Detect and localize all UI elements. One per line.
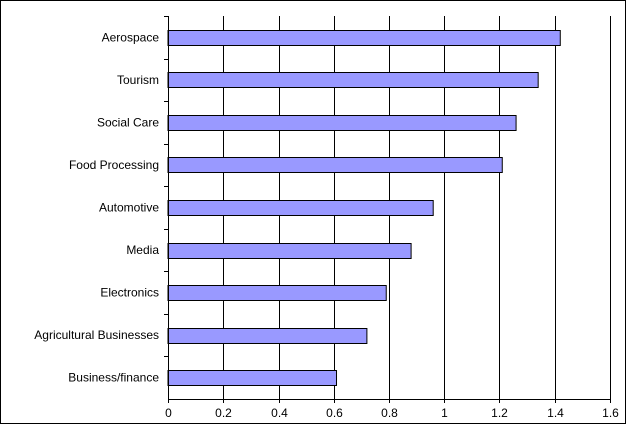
- x-tick-label: 1.6: [602, 406, 619, 420]
- category-label: Business/finance: [68, 371, 159, 385]
- bar-social-care: [167, 115, 517, 131]
- x-tick-label: 1.4: [547, 406, 564, 420]
- x-tick-label: 0: [165, 406, 172, 420]
- bar-business-finance: [167, 370, 338, 386]
- bar-automotive: [167, 200, 434, 216]
- category-label: Social Care: [97, 115, 159, 129]
- bar-agricultural-businesses: [167, 328, 368, 344]
- category-label: Aerospace: [102, 30, 160, 44]
- bar-tourism: [167, 72, 539, 88]
- x-tick-label: 0.4: [271, 406, 288, 420]
- category-label: Food Processing: [69, 158, 159, 172]
- tick-labels: 0 0.2 0.4 0.6 0.8 1 1.2 1.4 1.6: [165, 406, 619, 420]
- category-label: Automotive: [99, 201, 159, 215]
- x-tick-label: 1.2: [491, 406, 508, 420]
- category-label: Tourism: [117, 73, 159, 87]
- bar-aerospace: [167, 30, 561, 46]
- bar-electronics: [167, 285, 387, 301]
- x-tick-label: 0.8: [381, 406, 398, 420]
- x-tick-label: 1: [441, 406, 448, 420]
- bar-food-processing: [167, 157, 503, 173]
- bar-media: [167, 243, 412, 259]
- axes: [164, 16, 611, 403]
- category-label: Electronics: [100, 286, 159, 300]
- category-labels: Aerospace Tourism Social Care Food Processi…: [34, 30, 159, 384]
- x-tick-label: 0.2: [215, 406, 232, 420]
- category-label: Media: [126, 243, 159, 257]
- bars: [167, 30, 561, 386]
- x-tick-label: 0.6: [326, 406, 343, 420]
- category-label: Agricultural Businesses: [34, 328, 159, 342]
